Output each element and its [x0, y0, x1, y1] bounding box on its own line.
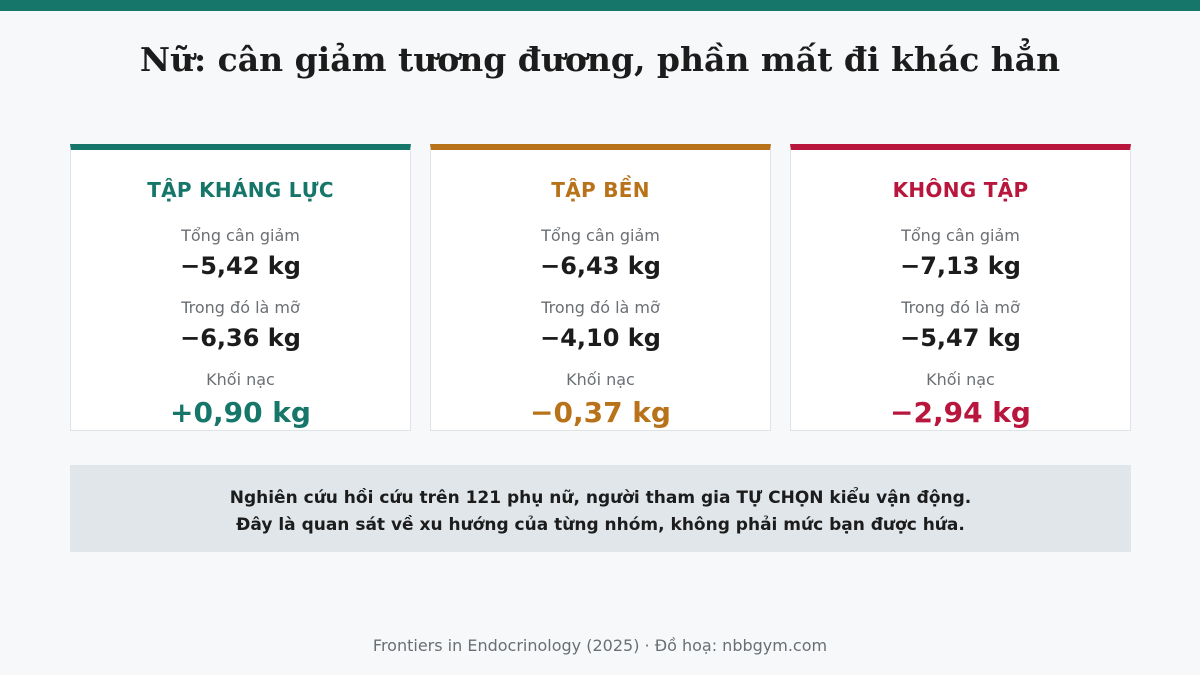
study-note-box: Nghiên cứu hồi cứu trên 121 phụ nữ, ngườ… — [70, 465, 1131, 552]
source-footer: Frontiers in Endocrinology (2025) · Đồ h… — [372, 636, 828, 655]
lean-mass-label: Khối nạc — [206, 370, 275, 389]
card-endurance-training: TẬP BỀN Tổng cân giảm −6,43 kg Trong đó … — [430, 144, 771, 431]
total-loss-value: −5,42 kg — [180, 252, 301, 280]
fat-loss-value: −4,10 kg — [540, 324, 661, 352]
card-title: TẬP BỀN — [551, 178, 650, 202]
card-resistance-training: TẬP KHÁNG LỰC Tổng cân giảm −5,42 kg Tro… — [70, 144, 411, 431]
fat-loss-label: Trong đó là mỡ — [541, 298, 660, 317]
total-loss-label: Tổng cân giảm — [901, 226, 1020, 245]
fat-loss-value: −6,36 kg — [180, 324, 301, 352]
fat-loss-label: Trong đó là mỡ — [181, 298, 300, 317]
fat-loss-value: −5,47 kg — [900, 324, 1021, 352]
total-loss-value: −6,43 kg — [540, 252, 661, 280]
total-loss-label: Tổng cân giảm — [181, 226, 300, 245]
note-line-2: Đây là quan sát về xu hướng của từng nhó… — [236, 515, 965, 535]
lean-mass-label: Khối nạc — [926, 370, 995, 389]
lean-mass-label: Khối nạc — [566, 370, 635, 389]
page-title: Nữ: cân giảm tương đương, phần mất đi kh… — [139, 40, 1061, 79]
lean-mass-value: −2,94 kg — [890, 396, 1031, 429]
lean-mass-value: +0,90 kg — [170, 396, 311, 429]
total-loss-label: Tổng cân giảm — [541, 226, 660, 245]
top-accent-bar — [0, 0, 1200, 11]
card-no-training: KHÔNG TẬP Tổng cân giảm −7,13 kg Trong đ… — [790, 144, 1131, 431]
lean-mass-value: −0,37 kg — [530, 396, 671, 429]
card-title: TẬP KHÁNG LỰC — [147, 178, 334, 202]
card-title: KHÔNG TẬP — [892, 178, 1029, 202]
total-loss-value: −7,13 kg — [900, 252, 1021, 280]
fat-loss-label: Trong đó là mỡ — [901, 298, 1020, 317]
note-line-1: Nghiên cứu hồi cứu trên 121 phụ nữ, ngườ… — [229, 488, 972, 508]
